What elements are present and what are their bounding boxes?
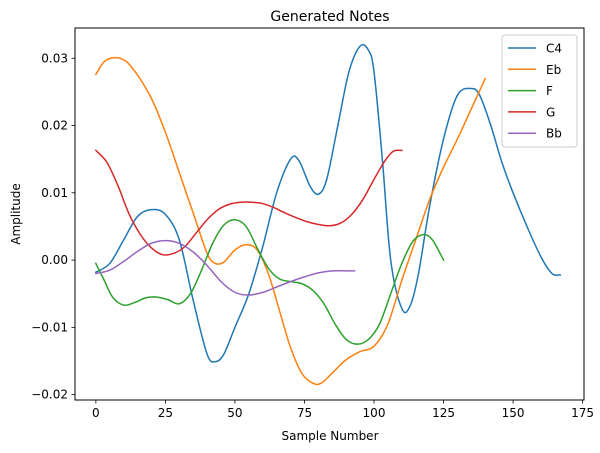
- series-line-eb: [94, 56, 487, 386]
- y-tick-label: 0.00: [41, 253, 68, 267]
- legend-label-bb: Bb: [546, 127, 562, 141]
- series-line-c4: [94, 43, 562, 363]
- y-tick-label: 0.01: [41, 186, 68, 200]
- series-line-bb: [94, 239, 356, 296]
- chart-title: Generated Notes: [270, 9, 389, 25]
- y-tick-label: 0.03: [41, 51, 68, 65]
- series-line-f: [94, 218, 445, 345]
- x-tick-label: 175: [571, 406, 594, 420]
- plot-lines: [94, 43, 562, 386]
- legend-label-c4: C4: [546, 42, 562, 56]
- legend-label-g: G: [546, 105, 555, 119]
- x-tick-label: 75: [297, 406, 312, 420]
- legend-box: [501, 34, 578, 148]
- x-axis-label: Sample Number: [281, 429, 378, 443]
- legend-label-f: F: [546, 84, 553, 98]
- legend: C4 Eb FG Bb: [501, 34, 578, 148]
- x-tick-label: 50: [227, 406, 242, 420]
- y-tick-label: −0.02: [31, 388, 68, 402]
- x-tick-label: 125: [432, 406, 455, 420]
- legend-items: C4 Eb FG Bb: [508, 42, 562, 141]
- y-tick-label: −0.01: [31, 320, 68, 334]
- y-axis: −0.02 −0.01 0.00 0.01 0.02 0.03: [31, 51, 75, 402]
- y-axis-label: Amplitude: [9, 183, 23, 245]
- x-tick-label: 0: [92, 406, 100, 420]
- x-tick-label: 100: [363, 406, 386, 420]
- x-tick-label: 150: [502, 406, 525, 420]
- legend-label-eb: Eb: [546, 63, 561, 77]
- plot-frame: [74, 27, 585, 401]
- y-tick-label: 0.02: [41, 119, 68, 133]
- x-axis: 0 25 50 75 100 125 150 175: [92, 400, 594, 420]
- x-tick-label: 25: [158, 406, 173, 420]
